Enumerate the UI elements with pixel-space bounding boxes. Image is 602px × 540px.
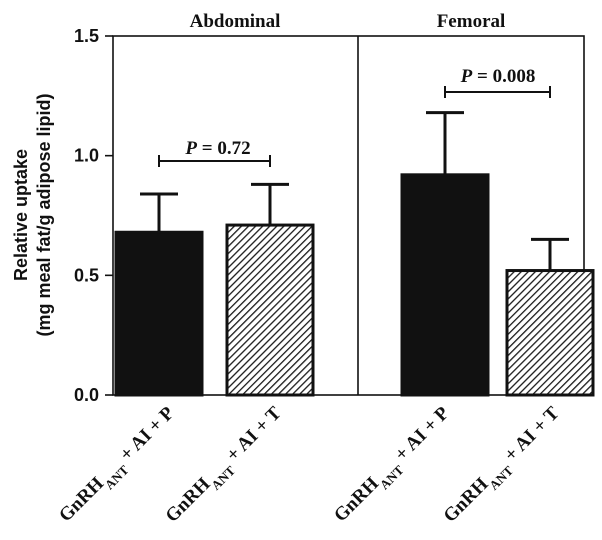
bars-layer	[114, 86, 595, 397]
x-label-2: GnRHANT + AI + T	[162, 402, 290, 530]
x-label-3: GnRHANT + AI + P	[330, 402, 458, 530]
bar-0-0	[114, 230, 204, 397]
p-value-text: = 0.008	[472, 66, 535, 87]
p-symbol: P	[460, 66, 473, 87]
y-axis-ticks: 0.0 0.5 1.0 1.5	[74, 26, 113, 405]
y-tick-label-1: 0.5	[74, 265, 99, 285]
y-tick-label-3: 1.5	[74, 26, 99, 46]
plot-frame	[112, 35, 585, 396]
p-value-text: = 0.72	[197, 138, 251, 159]
bar-1-1	[505, 269, 595, 397]
p-value-femoral: P = 0.008	[460, 66, 536, 87]
panel-title-abdominal: Abdominal	[190, 11, 281, 32]
x-label-4: GnRHANT + AI + T	[440, 402, 568, 530]
bar-0-1	[225, 223, 315, 397]
p-value-abdominal: P = 0.72	[184, 138, 250, 159]
y-tick-label-2: 1.0	[74, 146, 99, 166]
p-symbol: P	[184, 138, 197, 159]
y-axis-label-line2: (mg meal fat/g adipose lipid)	[34, 93, 54, 336]
panel-title-femoral: Femoral	[437, 11, 506, 32]
y-tick-label-0: 0.0	[74, 385, 99, 405]
y-axis-label-line1: Relative uptake	[11, 149, 31, 281]
bar-1-0	[400, 173, 490, 397]
